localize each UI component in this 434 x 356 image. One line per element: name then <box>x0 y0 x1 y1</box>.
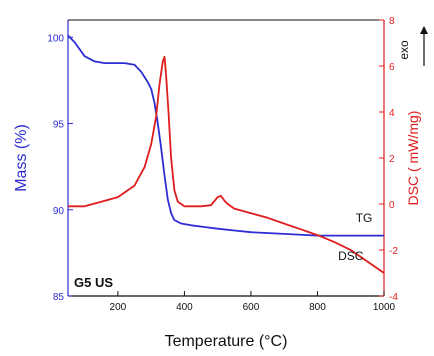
y-right-tick-label: 0 <box>389 200 395 211</box>
series-layer <box>67 34 385 274</box>
y-right-axis-label: DSC ( mW/mg) <box>405 111 421 206</box>
y-left-axis-label: Mass (%) <box>13 124 30 192</box>
exo-label: exo <box>397 40 411 60</box>
curve-label-tg: TG <box>356 211 373 225</box>
x-axis-label: Temperature (°C) <box>165 333 288 350</box>
x-axis-ticks: 200 400 600 800 1000 <box>110 291 396 313</box>
x-tick-label: 400 <box>176 302 193 313</box>
series-line-dsc <box>68 55 385 274</box>
y-left-tick-label: 90 <box>53 206 65 217</box>
exo-arrow-icon <box>420 26 428 34</box>
y-left-tick-label: 100 <box>47 33 64 44</box>
sample-label: G5 US <box>74 275 113 290</box>
y-left-tick-label: 95 <box>53 120 65 131</box>
y-right-tick-label: 4 <box>389 108 395 119</box>
y-right-tick-label: 8 <box>389 16 395 27</box>
y-right-tick-label: 6 <box>389 62 395 73</box>
x-tick-label: 600 <box>243 302 260 313</box>
y-left-axis-ticks: 85 90 95 100 <box>47 33 73 303</box>
y-right-axis-ticks: -4 -2 0 2 4 6 8 <box>379 16 398 303</box>
exo-indicator: exo <box>397 26 428 66</box>
y-left-tick-label: 85 <box>53 292 65 303</box>
curve-label-dsc: DSC <box>338 249 364 263</box>
x-tick-label: 800 <box>309 302 326 313</box>
series-line-tg <box>67 34 384 237</box>
x-tick-label: 200 <box>110 302 127 313</box>
plot-frame <box>67 19 385 297</box>
y-right-tick-label: -4 <box>389 292 398 303</box>
y-right-tick-label: -2 <box>389 246 398 257</box>
x-tick-label: 1000 <box>373 302 396 313</box>
y-right-tick-label: 2 <box>389 154 395 165</box>
